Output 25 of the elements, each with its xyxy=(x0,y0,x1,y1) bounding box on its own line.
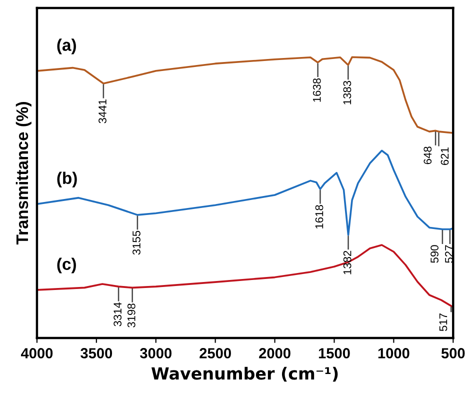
y-axis-title: Transmittance (%) xyxy=(16,102,32,245)
x-tick-label: 2000 xyxy=(259,348,290,358)
annotation: 648 xyxy=(424,146,432,164)
series-label: (a) xyxy=(57,38,76,54)
x-tick-label: 1500 xyxy=(318,348,350,358)
annotation: 1618 xyxy=(315,205,324,228)
x-tick-label: 2500 xyxy=(200,348,231,358)
series-label: (c) xyxy=(57,258,76,274)
annotation: 621 xyxy=(440,148,449,165)
x-tick-label: 3500 xyxy=(80,348,112,358)
x-tick-label: 500 xyxy=(441,348,465,358)
x-tick-label: 1000 xyxy=(378,348,410,358)
x-tick-label: 4000 xyxy=(20,348,53,358)
annotation: 590 xyxy=(430,245,438,263)
annotation: 3441 xyxy=(98,100,106,124)
x-tick-label: 3000 xyxy=(140,348,172,358)
annotation: 517 xyxy=(439,314,448,332)
series-label: (b) xyxy=(57,172,77,188)
annotation: 1383 xyxy=(343,80,352,104)
annotation: 3314 xyxy=(114,302,122,326)
annotation: 3198 xyxy=(127,304,136,328)
annotation: 1382 xyxy=(343,250,352,274)
annotation: 1638 xyxy=(312,78,321,102)
annotation: 3155 xyxy=(132,230,140,255)
x-axis-title: Wavenumber (cm⁻¹) xyxy=(151,366,338,382)
